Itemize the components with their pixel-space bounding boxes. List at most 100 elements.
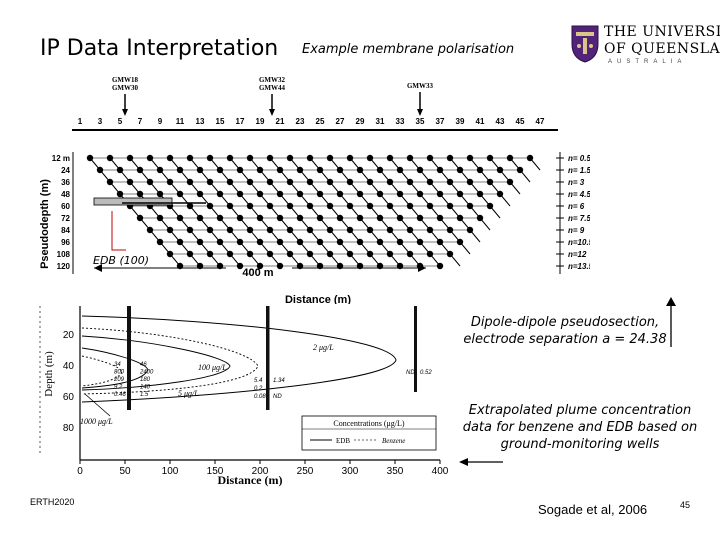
electrode-label: 23 [296,117,305,126]
data-point [366,250,374,258]
data-point [226,226,234,234]
well-2-value-b: 1.34 [273,378,285,384]
data-point [306,178,314,186]
edb-plume-zone [93,197,173,206]
depth-tick: 84 [61,226,70,235]
electrode-label: 1 [78,117,83,126]
depth-tick: 12 m [52,154,70,163]
data-point [286,178,294,186]
data-point [246,226,254,234]
data-point [206,178,214,186]
data-point [386,250,394,258]
data-point [326,154,334,162]
well-1-value: 800 [114,370,125,376]
electrode-label: 9 [158,117,163,126]
pseudosection-caption: Dipole-dipole pseudosection, electrode s… [463,315,667,347]
data-point [316,214,324,222]
data-point [366,202,374,210]
data-point [266,154,274,162]
well-casing-2 [266,306,270,410]
data-point [186,154,194,162]
data-point [136,190,144,198]
slide-title: IP Data Interpretation [40,36,279,61]
data-point [346,226,354,234]
electrode-label: 35 [416,117,425,126]
electrode-label: 19 [256,117,265,126]
data-point [256,190,264,198]
data-point [86,154,94,162]
depth-tick: 72 [61,214,70,223]
data-point [396,166,404,174]
data-point [296,166,304,174]
data-point [186,202,194,210]
n-level-label: n= 4.5 [568,190,590,199]
data-point [386,202,394,210]
well-3-values: ND 0.52 [406,370,432,376]
data-point [256,238,264,246]
depth-tick: 96 [61,238,70,247]
contour-label-100: 100 μg/L [198,363,227,372]
data-point [436,214,444,222]
data-point [356,166,364,174]
well-1-value: 0.46 [114,392,126,398]
data-point [486,154,494,162]
electrode-label: 21 [276,117,285,126]
depth-tick: 48 [61,190,70,199]
legend-benzene: Benzene [382,437,405,445]
data-point [496,166,504,174]
plume-caption: Extrapolated plume concentration data fo… [462,403,698,452]
data-point [366,226,374,234]
plume-contours [81,315,397,417]
depth-tick: 36 [61,178,70,187]
well-2-value: 0.2 [254,386,263,392]
data-point [466,154,474,162]
data-point [156,238,164,246]
depth-tick: 40 [63,361,75,372]
data-point [186,250,194,258]
data-point [426,202,434,210]
data-point [376,190,384,198]
data-point [476,214,484,222]
data-point [126,154,134,162]
data-point [206,202,214,210]
data-point [186,178,194,186]
data-point [336,190,344,198]
well-1-value: 209 [113,377,125,383]
data-point [146,178,154,186]
data-point [386,154,394,162]
data-point [266,226,274,234]
distance-axis-label: Distance (m) [218,473,283,487]
data-point [456,190,464,198]
data-point [266,178,274,186]
electrode-label: 37 [436,117,445,126]
pseudodepth-label: Pseudodepth (m) [39,179,51,269]
left-arrow-icon [459,458,503,466]
well-1-value: 34 [114,362,121,368]
electrode-label: 25 [316,117,325,126]
scale-bar: 400 m [94,264,426,279]
data-point [296,238,304,246]
page-number: 45 [680,500,691,510]
data-point [266,202,274,210]
well-2-value: 0.08 [254,394,266,400]
scale-label: 400 m [242,267,273,279]
n-level-label: n= 0.5 [568,154,590,163]
well-2-values: 5.4 0.2 0.08 1.34 ND [254,378,285,400]
electrode-label: 39 [456,117,465,126]
data-point [366,154,374,162]
distance-tick: 300 [342,466,359,477]
concentration-legend: Concentrations (μg/L) EDB Benzene [301,415,437,451]
depth-tick: 60 [63,392,75,403]
data-point [286,250,294,258]
data-point [206,226,214,234]
well-1-value-b: 140 [140,385,151,391]
data-point [386,226,394,234]
data-point [326,226,334,234]
plume-figure: 20 40 60 80 0 50 100 150 200 250 300 350 400 Depth … [39,306,449,487]
data-point [306,250,314,258]
well-3-value: ND [406,370,415,376]
data-point [246,202,254,210]
electrode-label: 41 [476,117,485,126]
